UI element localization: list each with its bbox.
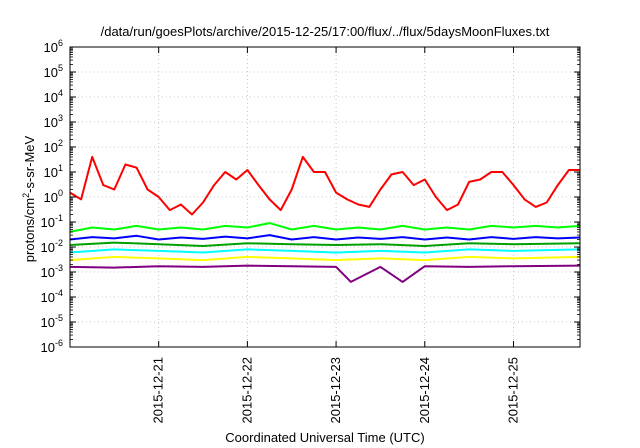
y-tick-base: 10 [44, 190, 58, 205]
grid [70, 47, 580, 347]
y-tick-label: 104 [44, 88, 63, 105]
y-tick-exponent: 6 [58, 38, 63, 48]
y-tick-base: 10 [44, 115, 58, 130]
y-tick-exponent: -4 [55, 288, 63, 298]
y-tick-label: 10-1 [41, 213, 63, 230]
x-tick-labels: 2015-12-21 2015-12-22 2015-12-23 2015-12-24… [151, 357, 521, 424]
y-tick-exponent: -3 [55, 263, 63, 273]
series-line [69, 241, 581, 247]
y-tick-exponent: 5 [58, 63, 63, 73]
series-line [69, 234, 581, 241]
y-axis-label: protons/cm2-s-sr-MeV [21, 135, 37, 262]
y-tick-label: 10-2 [41, 238, 63, 255]
y-tick-base: 10 [41, 340, 55, 355]
y-tick-label: 10-6 [41, 338, 63, 355]
y-tick-exponent: 4 [58, 88, 63, 98]
x-tick-label: 2015-12-24 [417, 357, 432, 424]
series-line [69, 222, 581, 233]
y-tick-label: 10-3 [41, 263, 63, 280]
y-tick-base: 10 [44, 165, 58, 180]
y-tick-base: 10 [44, 65, 58, 80]
x-axis-label: Coordinated Universal Time (UTC) [225, 430, 424, 445]
y-tick-base: 10 [41, 265, 55, 280]
y-tick-label: 105 [44, 63, 63, 80]
y-tick-base: 10 [41, 315, 55, 330]
y-tick-label: 101 [44, 163, 63, 180]
x-tick-label: 2015-12-22 [239, 357, 254, 424]
y-tick-exponent: -2 [55, 238, 63, 248]
y-tick-label: 106 [44, 38, 63, 55]
y-tick-base: 10 [41, 290, 55, 305]
y-tick-label: 10-5 [41, 313, 63, 330]
y-tick-label: 103 [44, 113, 63, 130]
y-axis-label-post: -s-sr-MeV [22, 135, 37, 192]
series-line [69, 155, 580, 216]
x-tick-label: 2015-12-23 [328, 357, 343, 424]
y-axis-label-sup: 2 [21, 193, 31, 198]
y-tick-base: 10 [44, 140, 58, 155]
x-tick-label: 2015-12-25 [505, 357, 520, 424]
y-tick-labels: 10-610-510-410-310-210-11001011021031041… [41, 38, 63, 355]
y-tick-base: 10 [41, 215, 55, 230]
ticks [70, 46, 580, 348]
y-axis-label-pre: protons/cm [22, 198, 37, 262]
y-tick-exponent: 0 [58, 188, 63, 198]
y-tick-exponent: -1 [55, 213, 63, 223]
series-group [69, 155, 581, 283]
y-tick-exponent: -5 [55, 313, 63, 323]
y-tick-base: 10 [44, 90, 58, 105]
series-line [69, 255, 581, 262]
chart-title: /data/run/goesPlots/archive/2015-12-25/1… [101, 24, 550, 39]
y-tick-exponent: -6 [55, 338, 63, 348]
y-tick-exponent: 1 [58, 163, 63, 173]
y-tick-base: 10 [41, 240, 55, 255]
y-tick-label: 10-4 [41, 288, 63, 305]
y-tick-exponent: 2 [58, 138, 63, 148]
y-tick-label: 102 [44, 138, 63, 155]
series-line [69, 264, 581, 283]
y-tick-label: 100 [44, 188, 63, 205]
x-tick-label: 2015-12-21 [151, 357, 166, 424]
y-tick-base: 10 [44, 40, 58, 55]
y-tick-exponent: 3 [58, 113, 63, 123]
series-line [69, 248, 581, 254]
